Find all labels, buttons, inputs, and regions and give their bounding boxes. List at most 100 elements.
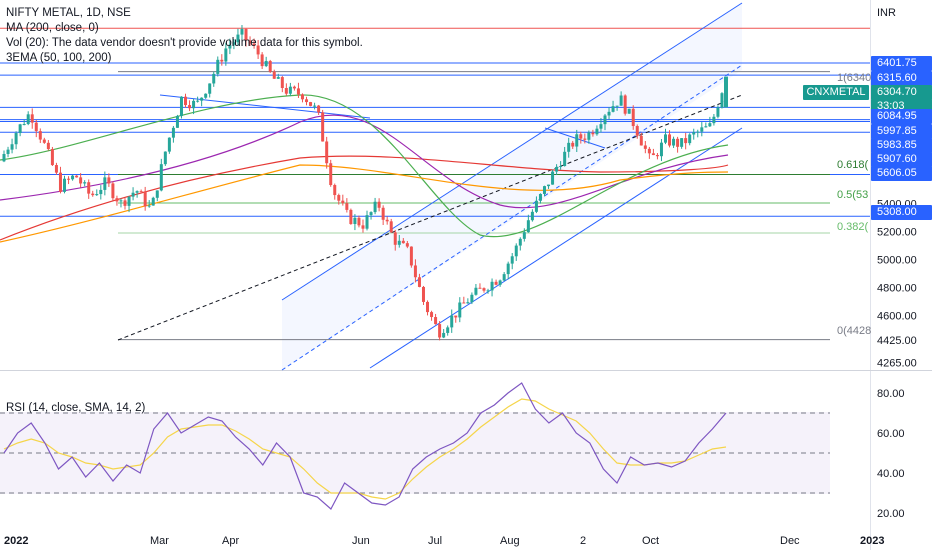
candle[interactable]	[317, 104, 321, 115]
candle[interactable]	[547, 184, 551, 189]
candle[interactable]	[639, 132, 643, 146]
candle[interactable]	[349, 208, 353, 225]
candle[interactable]	[264, 56, 268, 68]
candle[interactable]	[127, 196, 131, 213]
candle[interactable]	[14, 131, 18, 150]
candle[interactable]	[684, 132, 688, 150]
candle[interactable]	[200, 97, 204, 107]
candle[interactable]	[655, 152, 659, 160]
candle[interactable]	[143, 186, 147, 211]
candle[interactable]	[688, 133, 692, 146]
candle[interactable]	[599, 117, 603, 133]
candle[interactable]	[700, 122, 704, 137]
candle[interactable]	[466, 298, 470, 304]
candle[interactable]	[292, 85, 296, 91]
candle[interactable]	[381, 205, 385, 226]
candle[interactable]	[272, 69, 276, 79]
candle[interactable]	[244, 28, 248, 47]
candle[interactable]	[498, 279, 502, 287]
candle[interactable]	[248, 36, 252, 46]
ma-legend[interactable]: MA (200, close, 0)	[6, 22, 99, 34]
candle[interactable]	[115, 195, 119, 206]
candle[interactable]	[63, 175, 67, 194]
candle[interactable]	[305, 96, 309, 106]
ema50-line[interactable]	[0, 94, 729, 238]
candle[interactable]	[75, 175, 79, 178]
candle[interactable]	[514, 243, 518, 261]
candle[interactable]	[474, 284, 478, 296]
candle[interactable]	[647, 146, 651, 159]
candle[interactable]	[329, 159, 333, 187]
candle[interactable]	[131, 187, 135, 201]
candle[interactable]	[240, 25, 244, 40]
candle[interactable]	[583, 133, 587, 144]
candle[interactable]	[6, 146, 10, 158]
candle[interactable]	[397, 234, 401, 248]
candle[interactable]	[534, 196, 538, 214]
candle[interactable]	[377, 198, 381, 212]
candle[interactable]	[155, 190, 159, 202]
candle[interactable]	[716, 105, 720, 119]
candle[interactable]	[107, 173, 111, 187]
candle[interactable]	[71, 174, 75, 181]
candle[interactable]	[393, 229, 397, 251]
channel-mid-line[interactable]	[281, 64, 743, 371]
channel-upper-line[interactable]	[281, 2, 743, 301]
candle[interactable]	[413, 259, 417, 283]
candle[interactable]	[353, 214, 357, 231]
channel-lower-line[interactable]	[369, 127, 743, 369]
candle[interactable]	[587, 130, 591, 144]
candle[interactable]	[603, 113, 607, 131]
candle[interactable]	[462, 296, 466, 304]
short-trend-line[interactable]	[544, 127, 606, 149]
rsi-legend[interactable]: RSI (14, close, SMA, 14, 2)	[6, 402, 146, 414]
candle[interactable]	[559, 161, 563, 170]
candle[interactable]	[522, 228, 526, 242]
candle[interactable]	[643, 141, 647, 154]
candle[interactable]	[692, 128, 696, 140]
candle[interactable]	[119, 198, 123, 208]
candle[interactable]	[357, 215, 361, 228]
candle[interactable]	[151, 196, 155, 206]
candle[interactable]	[196, 96, 200, 103]
candle[interactable]	[635, 124, 639, 139]
candle[interactable]	[46, 140, 50, 151]
candle[interactable]	[506, 261, 510, 280]
candle[interactable]	[208, 83, 212, 98]
candle[interactable]	[720, 92, 724, 109]
candle[interactable]	[551, 169, 555, 185]
candle[interactable]	[236, 28, 240, 46]
candle[interactable]	[502, 272, 506, 282]
candle[interactable]	[212, 71, 216, 87]
candle[interactable]	[595, 125, 599, 136]
candle[interactable]	[345, 198, 349, 213]
candle[interactable]	[50, 146, 54, 167]
candle[interactable]	[135, 190, 139, 198]
candle[interactable]	[365, 210, 369, 231]
candle[interactable]	[631, 105, 635, 130]
candle[interactable]	[220, 54, 224, 66]
candle[interactable]	[2, 150, 6, 163]
candle[interactable]	[38, 128, 42, 144]
candle[interactable]	[421, 285, 425, 305]
candle[interactable]	[288, 82, 292, 97]
candle[interactable]	[95, 189, 99, 196]
candle[interactable]	[99, 185, 103, 200]
candle[interactable]	[668, 130, 672, 148]
candle[interactable]	[563, 146, 567, 167]
candle[interactable]	[260, 52, 264, 70]
candle[interactable]	[696, 129, 700, 138]
candle[interactable]	[704, 122, 708, 128]
candle[interactable]	[510, 253, 514, 270]
candle[interactable]	[676, 136, 680, 153]
candle[interactable]	[538, 193, 542, 204]
candle[interactable]	[401, 238, 405, 244]
candle[interactable]	[405, 240, 409, 249]
candle[interactable]	[571, 140, 575, 149]
candle[interactable]	[478, 283, 482, 289]
candle[interactable]	[417, 273, 421, 288]
candle[interactable]	[184, 93, 188, 108]
candle[interactable]	[83, 180, 87, 187]
candle[interactable]	[530, 209, 534, 222]
